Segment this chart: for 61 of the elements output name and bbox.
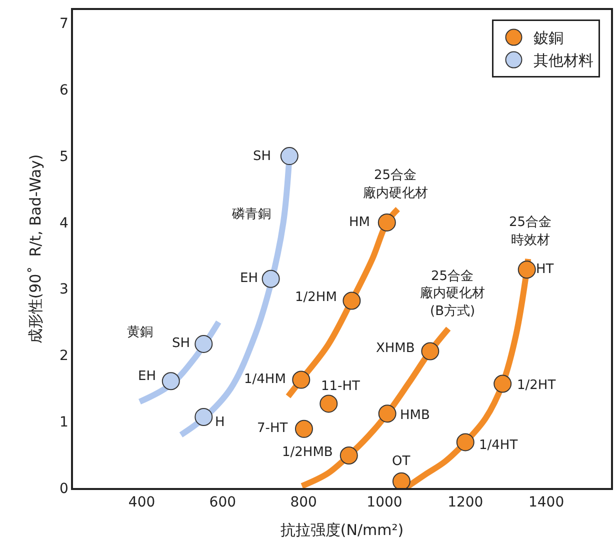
y-tick-label: 1 xyxy=(60,414,68,431)
y-tick-label: 4 xyxy=(60,215,69,232)
y-tick-label: 7 xyxy=(60,16,68,32)
point xyxy=(378,213,396,232)
annotation: H xyxy=(215,415,225,430)
annotation: EH xyxy=(138,369,156,384)
annotation: 1/2HM xyxy=(295,290,337,305)
annotation: OT xyxy=(392,454,410,469)
annotation: 7-HT xyxy=(257,421,288,436)
annotation: 黄銅 xyxy=(127,325,153,340)
point xyxy=(378,404,396,423)
point xyxy=(340,446,358,464)
point xyxy=(162,372,180,390)
point xyxy=(456,433,474,452)
x-tick-label: 400 xyxy=(128,494,156,511)
annotation: 1/4HT xyxy=(479,438,518,453)
annotation: 1/2HMB xyxy=(282,445,333,460)
point xyxy=(342,292,361,310)
x-tick-label: 600 xyxy=(209,494,236,511)
point xyxy=(518,260,536,279)
y-tick-label: 0 xyxy=(60,480,68,497)
annotation: 廠内硬化材 xyxy=(420,286,485,301)
legend-label: 鈹銅 xyxy=(534,29,564,48)
annotation: 廠内硬化材 xyxy=(363,186,428,201)
x-tick-label: 1400 xyxy=(528,494,564,511)
x-tick-label: 1200 xyxy=(448,494,484,511)
x-tick-label: 1000 xyxy=(366,494,402,511)
point xyxy=(421,342,440,360)
annotation: 25合金 xyxy=(431,269,474,284)
y-axis-title: 成形性(90˚ R/t, Bad-Way) xyxy=(26,154,44,344)
annotation: 25合金 xyxy=(374,168,417,183)
annotation: HMB xyxy=(400,408,430,423)
annotation: 時效材 xyxy=(511,233,550,248)
point xyxy=(292,370,310,389)
annotation: HT xyxy=(536,262,554,277)
legend-label: 其他材料 xyxy=(534,52,594,70)
point xyxy=(320,394,338,413)
point xyxy=(494,374,512,393)
annotation: 11-HT xyxy=(321,379,360,394)
annotation: XHMB xyxy=(376,341,415,356)
x-tick-label: 800 xyxy=(290,494,317,511)
x-axis-title: 抗拉强度(N/mm²) xyxy=(280,521,404,540)
point xyxy=(294,420,313,438)
point xyxy=(194,334,213,353)
y-tick-label: 2 xyxy=(60,348,68,364)
annotation: 1/2HT xyxy=(517,378,556,393)
annotation: SH xyxy=(172,336,190,351)
annotation: SH xyxy=(253,149,272,164)
annotation: 1/4HM xyxy=(244,372,286,387)
point xyxy=(280,147,298,166)
point xyxy=(392,472,410,488)
annotation: EH xyxy=(240,271,258,286)
y-tick-label: 3 xyxy=(60,282,68,298)
annotation: HM xyxy=(349,215,370,230)
point xyxy=(262,270,280,288)
y-tick-label: 5 xyxy=(60,148,68,165)
annotation: (B方式) xyxy=(430,303,476,319)
annotation: 磷青銅 xyxy=(231,207,271,222)
y-tick-label: 6 xyxy=(60,82,69,99)
point xyxy=(194,408,213,426)
annotation: 25合金 xyxy=(509,215,552,230)
